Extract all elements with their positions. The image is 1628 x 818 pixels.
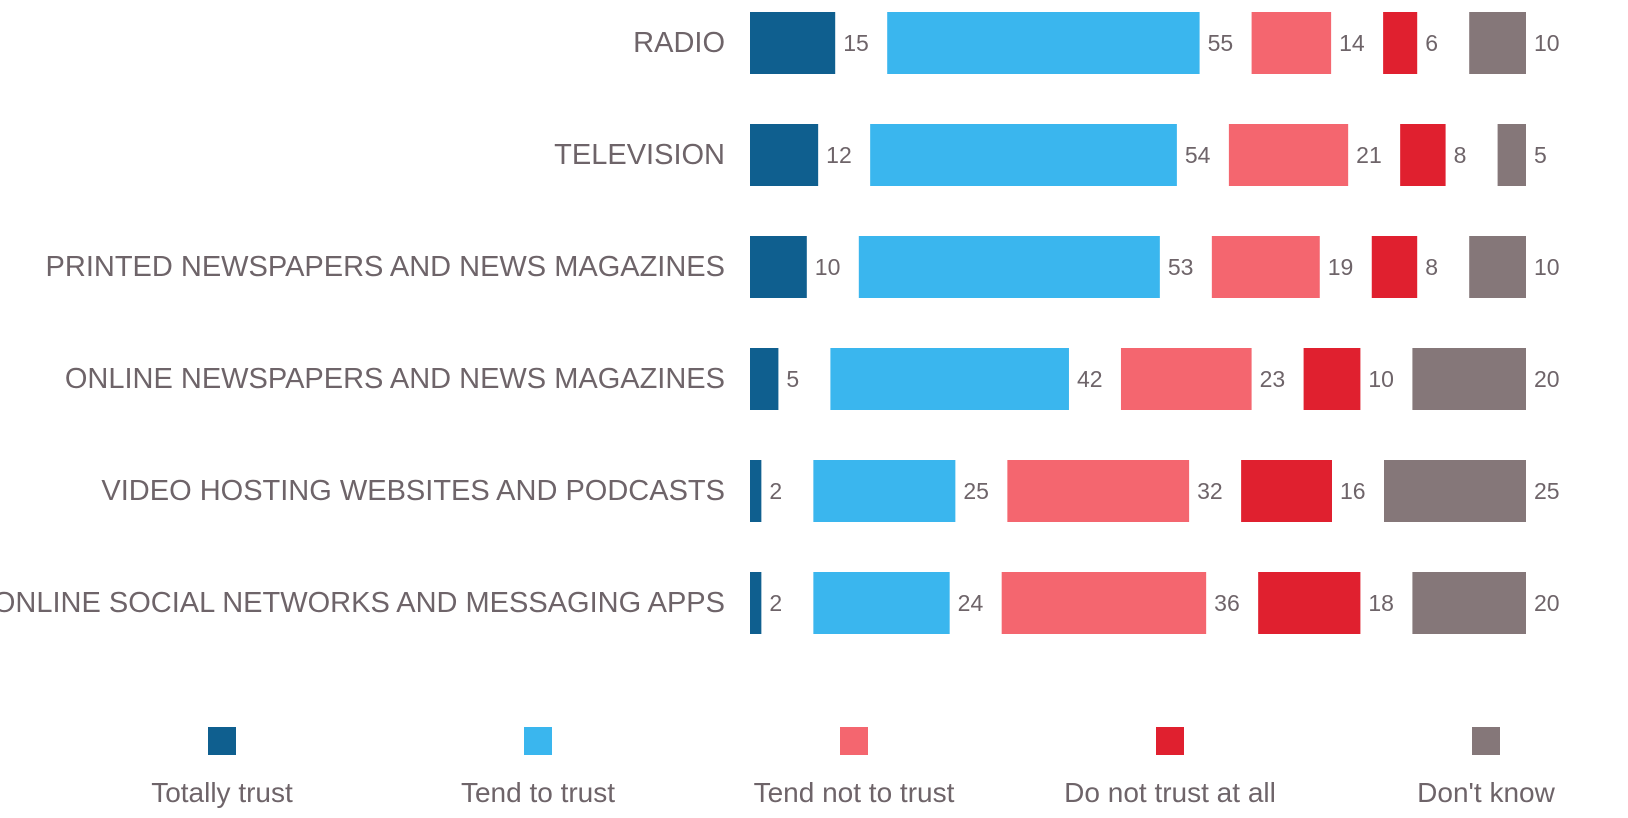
bar-row-radio: RADIO 15 55 14 6 10	[633, 12, 1560, 74]
legend-item-don-t-know: Don't know	[1417, 727, 1556, 808]
value-label: 10	[1368, 366, 1394, 392]
category-label: VIDEO HOSTING WEBSITES AND PODCASTS	[101, 475, 725, 507]
bar-tend-not-to-trust	[1211, 236, 1320, 298]
legend-label: Don't know	[1417, 777, 1555, 808]
value-label: 10	[1534, 254, 1560, 280]
bar-tend-not-to-trust	[1001, 572, 1207, 634]
category-label: ONLINE SOCIAL NETWORKS AND MESSAGING APP…	[0, 587, 725, 619]
value-label: 53	[1168, 254, 1194, 280]
bar-totally-trust	[750, 348, 779, 410]
bar-don-t-know	[1469, 236, 1526, 298]
legend-swatch	[1156, 727, 1184, 755]
legend-swatch	[208, 727, 236, 755]
bar-tend-not-to-trust	[1120, 348, 1252, 410]
category-label: ONLINE NEWSPAPERS AND NEWS MAGAZINES	[65, 363, 725, 395]
bar-tend-to-trust	[887, 12, 1200, 74]
bar-totally-trust	[750, 124, 819, 186]
value-label: 19	[1328, 254, 1354, 280]
bar-do-not-trust-at-all	[1258, 572, 1361, 634]
legend-swatch	[524, 727, 552, 755]
bar-totally-trust	[750, 236, 807, 298]
value-label: 2	[769, 590, 782, 616]
value-label: 15	[843, 30, 869, 56]
bar-don-t-know	[1412, 348, 1526, 410]
bar-tend-to-trust	[813, 572, 950, 634]
value-label: 23	[1260, 366, 1286, 392]
value-label: 14	[1339, 30, 1365, 56]
value-label: 16	[1340, 478, 1366, 504]
bar-totally-trust	[750, 460, 762, 522]
bar-tend-not-to-trust	[1007, 460, 1190, 522]
value-label: 2	[769, 478, 782, 504]
bar-row-online-newspapers-and-news-magazines: ONLINE NEWSPAPERS AND NEWS MAGAZINES 5 42 2…	[65, 348, 1560, 410]
bar-totally-trust	[750, 12, 836, 74]
value-label: 5	[1534, 142, 1547, 168]
value-label: 20	[1534, 590, 1560, 616]
bar-don-t-know	[1497, 124, 1526, 186]
legend-item-totally-trust: Totally trust	[151, 727, 293, 808]
bar-do-not-trust-at-all	[1400, 124, 1446, 186]
bar-tend-to-trust	[870, 124, 1177, 186]
value-label: 25	[963, 478, 989, 504]
bar-do-not-trust-at-all	[1371, 236, 1418, 298]
category-label: PRINTED NEWSPAPERS AND NEWS MAGAZINES	[46, 251, 725, 283]
bar-don-t-know	[1412, 572, 1526, 634]
bar-row-television: TELEVISION 12 54 21 8 5	[554, 124, 1547, 186]
bar-don-t-know	[1469, 12, 1526, 74]
legend-item-tend-not-to-trust: Tend not to trust	[754, 727, 955, 808]
value-label: 36	[1214, 590, 1240, 616]
legend-item-do-not-trust-at-all: Do not trust at all	[1064, 727, 1276, 808]
legend-label: Do not trust at all	[1064, 777, 1276, 808]
legend-swatch	[840, 727, 868, 755]
bar-totally-trust	[750, 572, 762, 634]
bar-row-online-social-networks-and-messaging-apps: ONLINE SOCIAL NETWORKS AND MESSAGING APP…	[0, 572, 1560, 634]
legend-label: Tend to trust	[461, 777, 615, 808]
bar-don-t-know	[1384, 460, 1526, 522]
value-label: 42	[1077, 366, 1103, 392]
value-label: 21	[1356, 142, 1382, 168]
bar-tend-not-to-trust	[1228, 124, 1349, 186]
value-label: 12	[826, 142, 852, 168]
value-label: 10	[815, 254, 841, 280]
legend: Totally trust Tend to trust Tend not to tr…	[151, 727, 1556, 808]
bar-row-video-hosting-websites-and-podcasts: VIDEO HOSTING WEBSITES AND PODCASTS 2 25 32…	[101, 460, 1560, 522]
category-label: TELEVISION	[554, 139, 725, 171]
value-label: 18	[1368, 590, 1394, 616]
bar-do-not-trust-at-all	[1241, 460, 1332, 522]
bar-tend-to-trust	[830, 348, 1069, 410]
value-label: 6	[1425, 30, 1438, 56]
legend-swatch	[1472, 727, 1500, 755]
legend-label: Tend not to trust	[754, 777, 955, 808]
value-label: 5	[786, 366, 799, 392]
value-label: 8	[1454, 142, 1467, 168]
value-label: 54	[1185, 142, 1211, 168]
category-label: RADIO	[633, 27, 725, 59]
value-label: 25	[1534, 478, 1560, 504]
bar-do-not-trust-at-all	[1383, 12, 1418, 74]
bar-row-printed-newspapers-and-news-magazines: PRINTED NEWSPAPERS AND NEWS MAGAZINES 10 5…	[46, 236, 1560, 298]
bar-tend-to-trust	[813, 460, 956, 522]
value-label: 32	[1197, 478, 1223, 504]
value-label: 24	[958, 590, 984, 616]
bar-tend-not-to-trust	[1251, 12, 1332, 74]
value-label: 8	[1425, 254, 1438, 280]
bar-tend-to-trust	[858, 236, 1160, 298]
value-label: 10	[1534, 30, 1560, 56]
value-label: 55	[1208, 30, 1234, 56]
bar-do-not-trust-at-all	[1303, 348, 1361, 410]
legend-item-tend-to-trust: Tend to trust	[461, 727, 615, 808]
legend-label: Totally trust	[151, 777, 293, 808]
value-label: 20	[1534, 366, 1560, 392]
